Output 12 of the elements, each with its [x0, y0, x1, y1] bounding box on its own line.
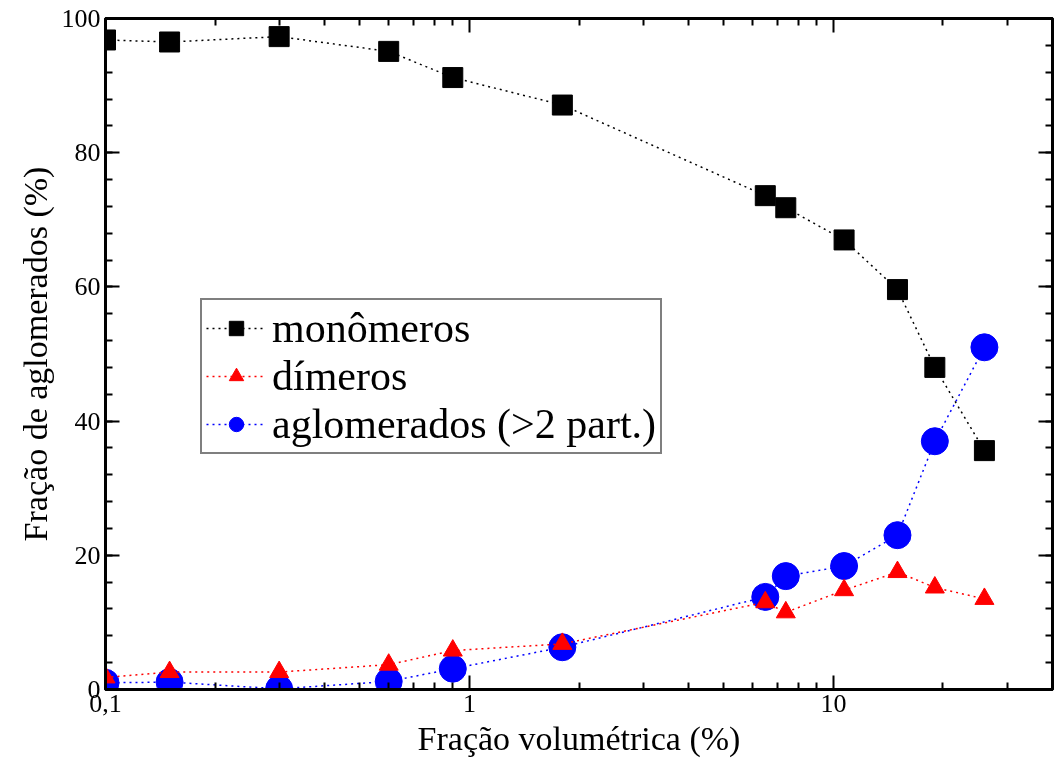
legend-label: dímeros — [272, 352, 408, 400]
x-axis-title: Fração volumétrica (%) — [417, 719, 741, 758]
legend-label: aglomerados (>2 part.) — [272, 400, 657, 448]
y-tick-label: 40 — [74, 406, 101, 436]
y-axis-title: Fração de aglomerados (%) — [16, 166, 55, 542]
y-tick-label: 60 — [74, 272, 101, 302]
x-tick-label: 1 — [462, 688, 476, 718]
y-tick-label: 80 — [74, 138, 101, 168]
y-tick-label: 20 — [74, 540, 101, 570]
y-tick-label: 100 — [61, 4, 101, 33]
legend-label: monômeros — [272, 304, 471, 352]
x-tick-label: 10 — [820, 688, 847, 718]
